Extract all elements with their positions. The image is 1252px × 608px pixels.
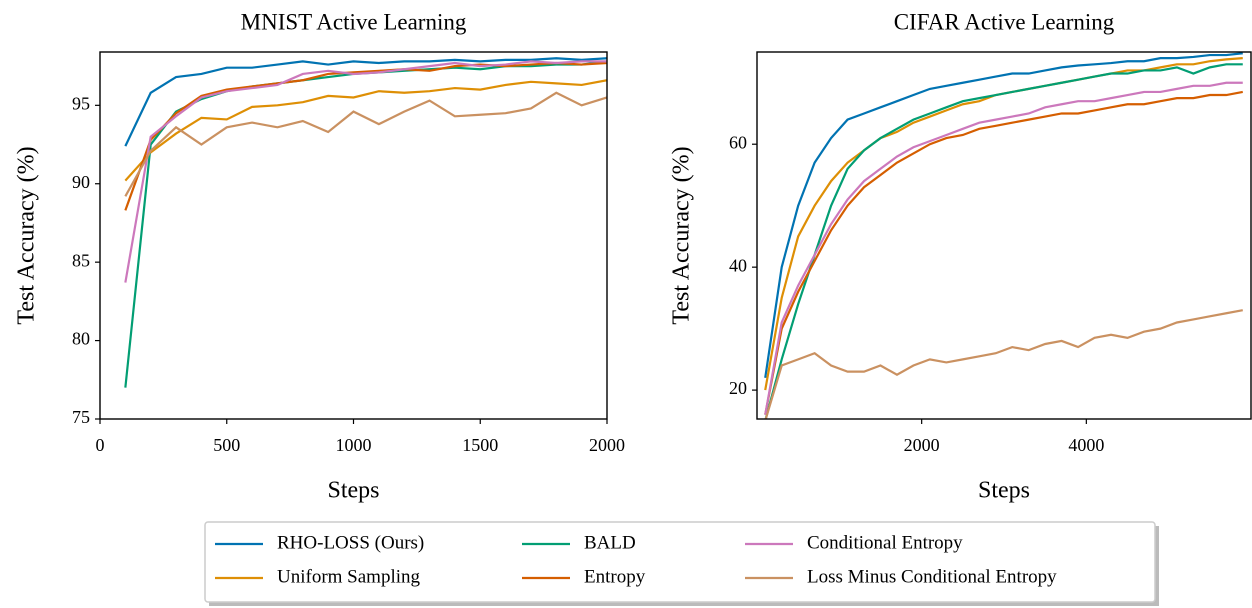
plot-lines: [124, 57, 607, 388]
series-line: [764, 309, 1243, 419]
series-line: [124, 57, 607, 147]
y-tick-label: 40: [729, 255, 747, 275]
y-tick-label: 85: [72, 250, 90, 270]
series-line: [764, 81, 1243, 415]
y-tick-label: 75: [72, 407, 90, 427]
legend-label: Conditional Entropy: [807, 532, 963, 553]
x-tick-label: 1500: [462, 435, 498, 455]
series-line: [124, 61, 607, 211]
legend-label: BALD: [584, 532, 636, 553]
x-axis-label: Steps: [978, 478, 1030, 504]
series-line: [764, 63, 1243, 419]
chart-title: MNIST Active Learning: [241, 9, 467, 34]
y-tick-label: 95: [72, 93, 90, 113]
legend-label: Entropy: [584, 566, 646, 587]
y-axis-label: Test Accuracy (%): [669, 146, 695, 324]
y-axis-label: Test Accuracy (%): [14, 146, 40, 324]
x-tick-label: 2000: [589, 435, 625, 455]
series-line: [764, 52, 1243, 378]
series-line: [764, 57, 1243, 391]
x-axis-label: Steps: [327, 478, 379, 504]
series-line: [124, 60, 607, 283]
legend-label: RHO-LOSS (Ours): [277, 532, 424, 553]
series-line: [124, 91, 607, 197]
legend-label: Uniform Sampling: [277, 566, 421, 587]
plot-lines: [764, 52, 1243, 419]
x-tick-label: 1000: [336, 435, 372, 455]
legend-box: [204, 521, 1156, 603]
y-tick-label: 90: [72, 172, 90, 192]
legend-label: Loss Minus Conditional Entropy: [807, 566, 1057, 587]
chart-title: CIFAR Active Learning: [894, 9, 1115, 34]
y-tick-label: 60: [729, 132, 747, 152]
x-tick-label: 0: [96, 435, 105, 455]
y-tick-label: 20: [729, 378, 747, 398]
y-tick-label: 80: [72, 329, 90, 349]
plot-frame: [99, 51, 608, 420]
x-tick-label: 500: [213, 435, 240, 455]
x-tick-label: 2000: [904, 435, 940, 455]
plot-frame: [756, 51, 1252, 420]
series-line: [764, 90, 1243, 415]
series-line: [124, 60, 607, 388]
series-line: [124, 79, 607, 182]
x-tick-label: 4000: [1068, 435, 1104, 455]
